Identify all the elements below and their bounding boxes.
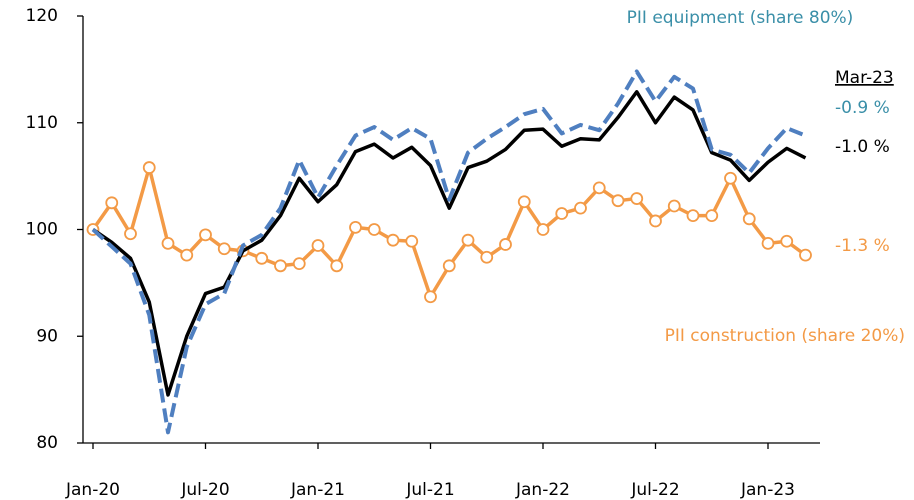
point-marker — [349, 220, 362, 234]
point-marker — [105, 196, 119, 210]
point-marker — [705, 209, 719, 223]
point-marker — [480, 250, 494, 264]
y-tick-label: 110 — [26, 113, 58, 133]
point-marker — [424, 290, 437, 304]
point-marker — [199, 228, 212, 242]
point-marker — [780, 234, 794, 248]
point-marker — [686, 209, 700, 223]
end-header: Mar-23 — [835, 68, 894, 88]
legend-label: PII construction (share 20%) — [665, 326, 905, 346]
x-tick-label: Jul-20 — [180, 480, 229, 500]
legend-label: PII equipment (share 80%) — [627, 8, 854, 28]
point-marker — [161, 236, 175, 250]
x-tick-label: Jul-21 — [405, 480, 454, 500]
y-tick-label: 90 — [36, 326, 58, 346]
point-marker — [517, 195, 531, 209]
point-marker — [311, 239, 325, 252]
point-marker — [742, 212, 756, 226]
point-marker — [142, 161, 156, 174]
point-marker — [799, 248, 812, 262]
point-marker — [405, 234, 419, 248]
x-tick-label: Jan-20 — [65, 480, 120, 500]
point-marker — [124, 227, 137, 241]
end-label: -0.9 % — [835, 98, 890, 118]
point-marker — [724, 171, 737, 185]
y-tick-label: 120 — [26, 6, 58, 26]
point-marker — [274, 259, 287, 273]
point-marker — [574, 201, 587, 215]
x-tick-label: Jan-23 — [740, 480, 795, 500]
point-marker — [367, 223, 381, 236]
x-tick-label: Jan-22 — [515, 480, 570, 500]
point-marker — [255, 251, 269, 265]
series-line — [91, 69, 807, 435]
x-tick-label: Jan-21 — [290, 480, 345, 500]
point-marker — [592, 181, 606, 195]
point-marker — [667, 199, 681, 213]
point-marker — [761, 236, 775, 250]
point-marker — [630, 192, 644, 205]
point-marker — [649, 214, 662, 228]
point-marker — [292, 257, 306, 271]
end-label: -1.3 % — [835, 236, 890, 256]
series-line — [92, 90, 807, 397]
point-marker — [442, 259, 456, 273]
end-label: -1.0 % — [835, 137, 890, 157]
point-marker — [386, 233, 400, 247]
y-tick-label: 80 — [36, 433, 58, 453]
y-tick-label: 100 — [26, 220, 58, 240]
point-marker — [180, 248, 194, 262]
point-marker — [461, 233, 475, 247]
point-marker — [611, 194, 625, 208]
point-marker — [330, 259, 344, 273]
point-marker — [499, 238, 512, 251]
point-marker — [536, 223, 550, 236]
x-tick-label: Jul-22 — [630, 480, 679, 500]
point-marker — [217, 242, 231, 256]
point-marker — [555, 207, 569, 220]
